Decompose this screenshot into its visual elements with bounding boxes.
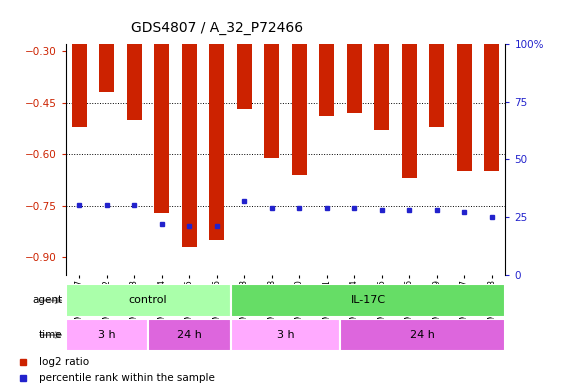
- Bar: [66, 319, 148, 351]
- Bar: [484, 0, 499, 171]
- Text: 24 h: 24 h: [177, 330, 202, 340]
- Bar: [231, 319, 340, 351]
- Bar: [231, 284, 505, 317]
- Bar: [401, 0, 417, 178]
- Text: 3 h: 3 h: [98, 330, 116, 340]
- Bar: [127, 0, 142, 120]
- Text: time: time: [39, 330, 63, 340]
- Text: IL-17C: IL-17C: [351, 295, 385, 306]
- Bar: [292, 0, 307, 175]
- Bar: [264, 0, 279, 158]
- Bar: [66, 284, 231, 317]
- Bar: [148, 319, 231, 351]
- Text: control: control: [129, 295, 167, 306]
- Bar: [237, 0, 252, 109]
- Bar: [457, 0, 472, 171]
- Bar: [72, 0, 87, 127]
- Text: log2 ratio: log2 ratio: [39, 357, 90, 367]
- Bar: [340, 319, 505, 351]
- Bar: [319, 0, 334, 116]
- Bar: [154, 0, 170, 213]
- Text: 24 h: 24 h: [411, 330, 435, 340]
- Bar: [374, 0, 389, 130]
- Text: GDS4807 / A_32_P72466: GDS4807 / A_32_P72466: [131, 21, 303, 35]
- Text: percentile rank within the sample: percentile rank within the sample: [39, 373, 215, 383]
- Bar: [99, 0, 114, 92]
- Bar: [429, 0, 444, 127]
- Text: agent: agent: [33, 295, 63, 306]
- Bar: [347, 0, 362, 113]
- Text: 3 h: 3 h: [277, 330, 294, 340]
- Bar: [182, 0, 197, 247]
- Bar: [209, 0, 224, 240]
